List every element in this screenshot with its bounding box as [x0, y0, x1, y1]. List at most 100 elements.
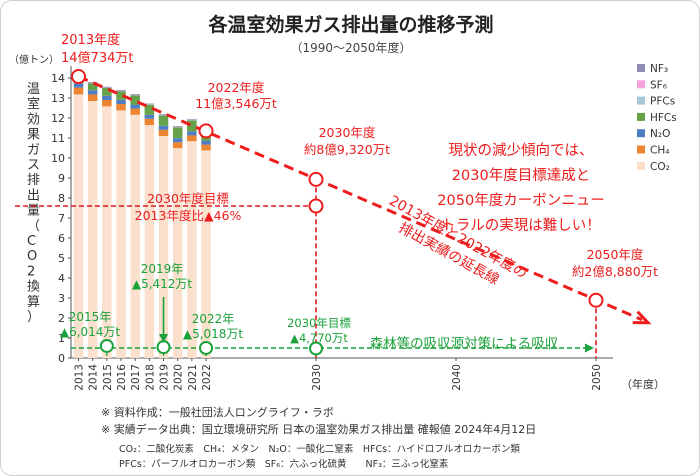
bar-segment-N₂O	[144, 114, 155, 119]
legend-swatch	[637, 161, 645, 170]
y-tick-label: 12	[51, 112, 65, 125]
y-axis-title-char: 2	[27, 264, 35, 279]
bar-segment-NF₃	[116, 90, 126, 91]
bar-segment-N₂O	[201, 140, 211, 145]
bar-segment-NF₃	[87, 82, 98, 83]
y-axis-title: 温室効果ガス排出量（ C O 2 換算）	[27, 82, 40, 325]
y-tick-label: 4	[58, 272, 65, 285]
y-axis-title-char: 算	[27, 295, 40, 310]
y-axis-title-char: 出	[27, 188, 40, 203]
annotation-message-line-1: 2030年度目標達成と	[452, 167, 590, 184]
y-tick-label: 8	[58, 192, 65, 205]
annotation-2030-line-1: 約8億9,320万t	[304, 142, 390, 157]
y-tick-label: 6	[58, 232, 65, 245]
bar-segment-CH₄	[144, 118, 155, 125]
trend-extension-line	[77, 75, 643, 322]
sink-arrow-head	[585, 343, 594, 353]
y-axis-title-char: 室	[27, 96, 40, 112]
bar-segment-PFCs	[158, 114, 169, 116]
annotation-message-line-3: トラルの実現は難しい！	[441, 217, 601, 234]
legend-label: N₂O	[650, 128, 670, 140]
bar-segment-CH₄	[87, 94, 98, 101]
bar-segment-CH₄	[201, 144, 211, 151]
y-tick-label: 3	[58, 292, 65, 305]
emission-marker-2022	[198, 123, 214, 139]
bar-segment-HFCs	[187, 120, 197, 132]
bar-segment-NF₃	[144, 103, 155, 105]
bar-segment-CO₂	[158, 136, 169, 358]
y-tick-label: 1	[58, 332, 65, 345]
bar-segment-N₂O	[130, 104, 140, 109]
annotation-sink-2019-line-0: 2019年	[141, 262, 184, 276]
x-tick-label: 2040	[451, 364, 463, 391]
bar-segment-CH₄	[172, 142, 183, 149]
bar-segment-CO₂	[116, 110, 126, 359]
annotation-2050-line-0: 2050年度	[587, 247, 644, 262]
x-tick-label: 2014	[88, 364, 100, 391]
y-tick-label: 10	[51, 152, 65, 165]
bar-segment-CH₄	[187, 135, 197, 142]
bar-segment-CH₄	[73, 87, 84, 95]
legend-swatch	[637, 80, 645, 89]
x-tick-label: 2018	[144, 364, 156, 391]
sink-marker-2022	[199, 340, 214, 355]
annotation-2022-line-1: 11億3,546万t	[195, 96, 277, 111]
x-tick-label: 2016	[116, 364, 128, 391]
bar-segment-NF₃	[158, 114, 169, 115]
emission-marker-2030	[308, 171, 324, 187]
legend-label: PFCs	[650, 96, 675, 108]
annotation-2050-line-1: 約2億8,880万t	[572, 264, 658, 279]
bar-segment-N₂O	[116, 99, 126, 104]
annotation-2022-line-0: 2022年度	[208, 80, 265, 95]
annotation-sink-2015-line-0: 2015年	[69, 310, 112, 324]
legend-swatch	[637, 145, 645, 154]
y-axis-title-char: 効	[27, 112, 40, 127]
legend-label: SF₆	[650, 79, 667, 91]
bar-segment-CH₄	[130, 108, 140, 115]
bar-segment-HFCs	[172, 127, 183, 139]
bar-segment-NF₃	[102, 86, 112, 88]
bar-segment-HFCs	[158, 115, 169, 126]
legend	[637, 64, 645, 170]
chart-title: 各温室効果ガス排出量の推移予測	[207, 13, 493, 36]
bar-segment-N₂O	[87, 90, 98, 95]
annotation-sink-2030-line-1: ▲4,770万t	[290, 331, 348, 345]
bar-segment-CH₄	[102, 100, 112, 107]
footer-source-1: ※ 資料作成：一般社団法人ロングライフ・ラボ	[101, 405, 334, 419]
y-axis-title-char: O	[27, 249, 37, 264]
bar-segment-CH₄	[158, 129, 169, 136]
x-tick-label: 2050	[591, 364, 603, 391]
bar-segment-PFCs	[130, 94, 140, 96]
annotation-2030-line-0: 2030年度	[319, 125, 376, 140]
bar-segment-NF₃	[130, 94, 140, 95]
bar-segment-CO₂	[144, 125, 155, 358]
sink-2019-arrow-head	[159, 334, 169, 343]
x-unit-label: （年度）	[621, 377, 665, 391]
legend-swatch	[637, 96, 645, 105]
bar-segment-CO₂	[87, 101, 98, 358]
y-tick-label: 11	[51, 132, 65, 145]
bar-segment-CO₂	[130, 114, 140, 358]
bar-segment-CH₄	[116, 104, 126, 111]
y-tick-label: 2	[58, 312, 65, 325]
x-tick-label: 2019	[159, 364, 171, 391]
footer-glossary-2: PFCs：パーフルオロカーボン類 SF₆：六ふっ化硫黄 NF₃：三ふっ化窒素	[119, 458, 449, 470]
legend-label: CH₄	[650, 145, 669, 157]
legend-swatch	[637, 112, 645, 121]
bar-segment-PFCs	[187, 119, 197, 121]
chart-subtitle: （1990〜2050年度）	[290, 40, 411, 55]
annotation-message-line-2: 2050年度カーボンニュー	[437, 192, 604, 209]
legend-swatch	[637, 129, 645, 138]
x-tick-label: 2015	[102, 364, 114, 391]
annotation-sink-2022-line-1: ▲5,018万t	[183, 327, 244, 341]
y-axis-title-char: 温	[27, 82, 40, 97]
annotation-sink-2030-line-0: 2030年目標	[287, 316, 351, 330]
x-tick-label: 2013	[74, 364, 86, 391]
footer-source-2: ※ 実績データ出典：国立環境研究所 日本の温室効果ガス排出量 確報値 2024年…	[101, 422, 536, 436]
bar-segment-CO₂	[73, 94, 84, 359]
bar-segment-HFCs	[102, 88, 112, 96]
bar-segment-CO₂	[172, 148, 183, 358]
bar-segment-N₂O	[158, 125, 169, 130]
footer-glossary-1: CO₂：二酸化炭素 CH₄：メタン N₂O：一酸化二窒素 HFCs：ハイドロフル…	[119, 443, 520, 455]
